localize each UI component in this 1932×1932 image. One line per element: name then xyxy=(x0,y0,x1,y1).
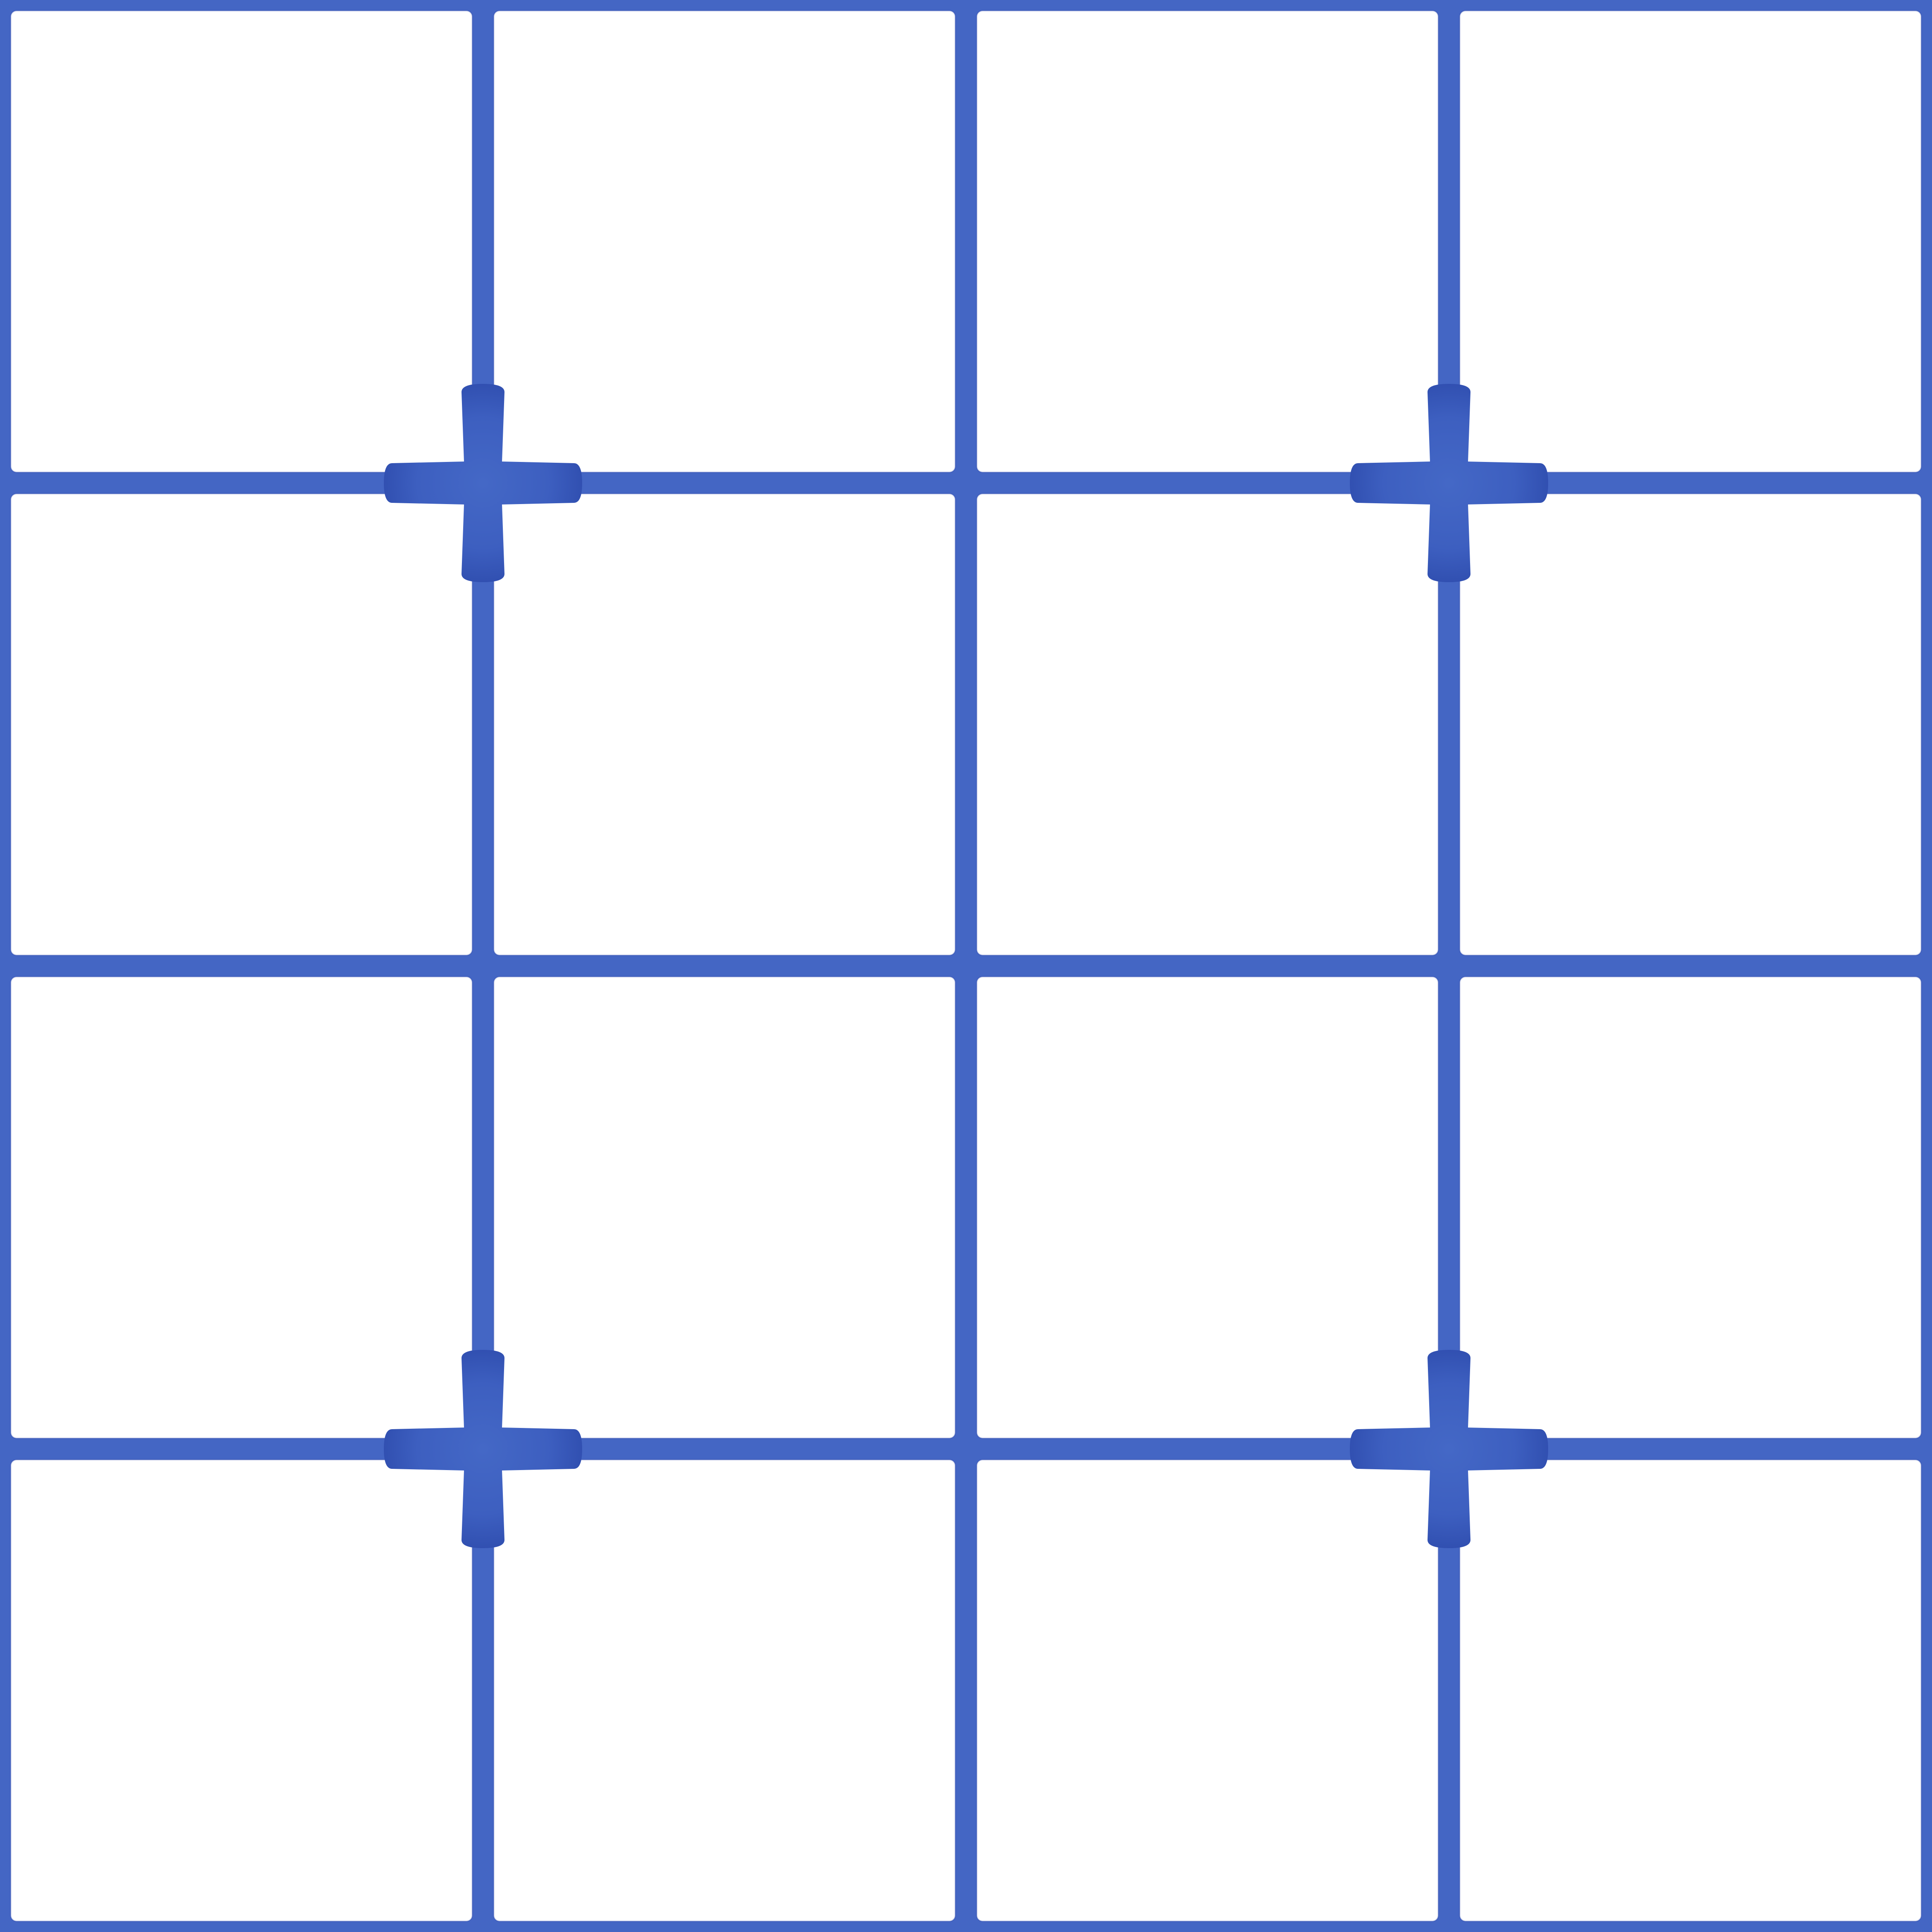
cross-shape xyxy=(1350,1350,1548,1548)
grout-line-horizontal xyxy=(0,1447,1932,1451)
grout-line-vertical xyxy=(1447,0,1451,1932)
cross-shape xyxy=(384,1350,582,1548)
four-point-cross-icon xyxy=(384,1350,582,1548)
four-point-cross-icon xyxy=(1350,1350,1548,1548)
tile xyxy=(1459,10,1922,473)
tile xyxy=(493,10,956,473)
tile xyxy=(10,10,473,473)
tile xyxy=(976,10,1439,473)
tile xyxy=(10,1459,473,1922)
cross-shape xyxy=(1350,384,1548,582)
tile xyxy=(493,976,956,1439)
tile xyxy=(976,976,1439,1439)
tile xyxy=(976,1459,1439,1922)
grout-line-horizontal xyxy=(0,964,1932,968)
four-point-cross-icon xyxy=(384,384,582,582)
tile xyxy=(10,493,473,956)
tile xyxy=(1459,1459,1922,1922)
tile xyxy=(1459,976,1922,1439)
tile xyxy=(493,493,956,956)
tile xyxy=(10,976,473,1439)
tile xyxy=(1459,493,1922,956)
cross-ornaments xyxy=(384,384,1548,1548)
tile xyxy=(493,1459,956,1922)
cross-shape xyxy=(384,384,582,582)
tile xyxy=(976,493,1439,956)
four-point-cross-icon xyxy=(1350,384,1548,582)
